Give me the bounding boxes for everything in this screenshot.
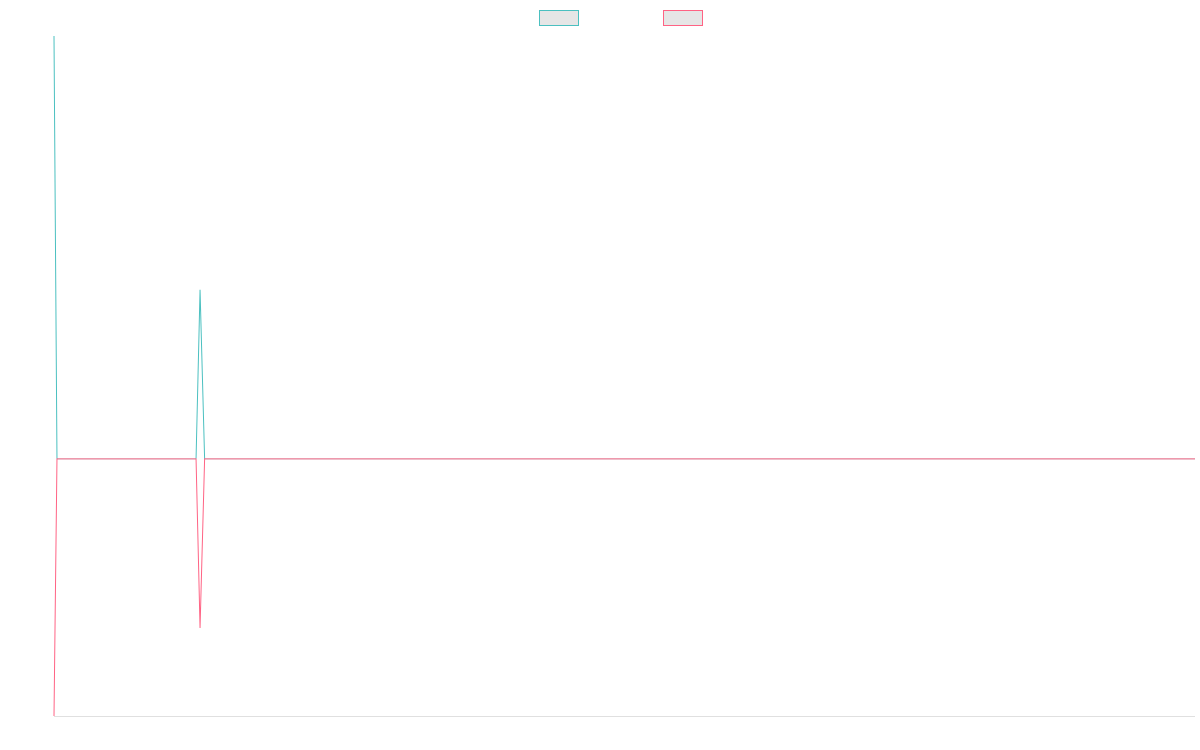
line-series bbox=[53, 35, 1195, 460]
legend-swatch bbox=[539, 10, 579, 26]
legend-swatch bbox=[663, 10, 703, 26]
line-series bbox=[53, 458, 1195, 717]
